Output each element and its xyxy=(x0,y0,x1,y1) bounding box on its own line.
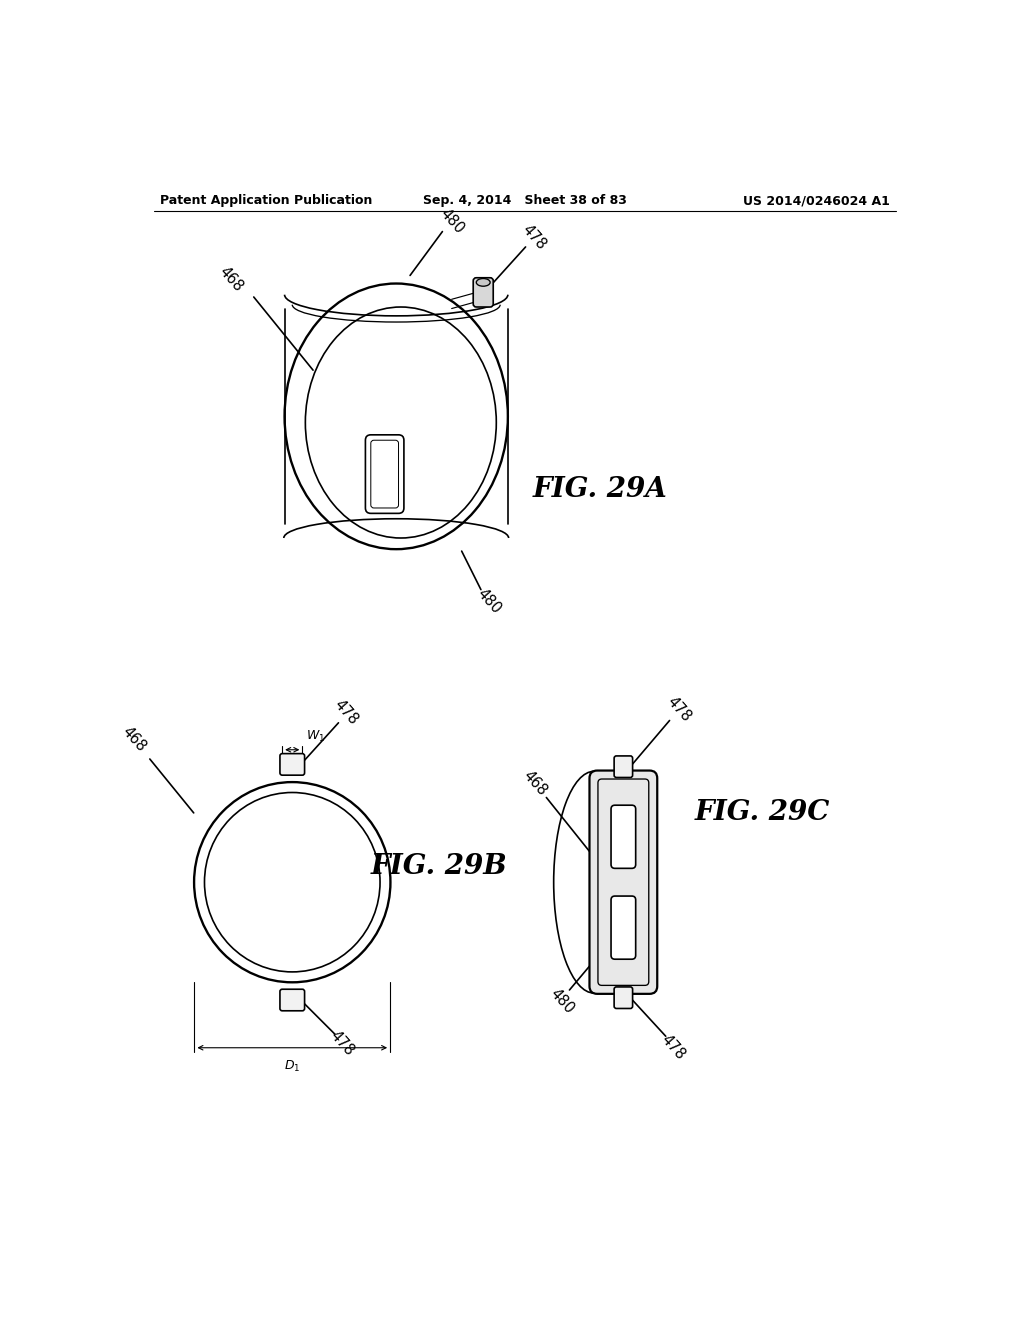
Text: FIG. 29C: FIG. 29C xyxy=(694,800,829,826)
Text: $D_{1}$: $D_{1}$ xyxy=(284,1059,300,1073)
FancyBboxPatch shape xyxy=(611,805,636,869)
Text: 478: 478 xyxy=(331,697,361,729)
FancyBboxPatch shape xyxy=(280,754,304,775)
Text: 468: 468 xyxy=(120,725,150,755)
Text: 478: 478 xyxy=(328,1028,357,1059)
Text: FIG. 29B: FIG. 29B xyxy=(371,853,507,880)
Text: 478: 478 xyxy=(519,222,549,253)
FancyBboxPatch shape xyxy=(280,989,304,1011)
Text: 468: 468 xyxy=(216,264,246,294)
FancyBboxPatch shape xyxy=(614,987,633,1008)
Text: $W_{1}$: $W_{1}$ xyxy=(306,729,326,743)
Ellipse shape xyxy=(476,279,490,286)
Text: 480: 480 xyxy=(547,986,577,1016)
FancyBboxPatch shape xyxy=(611,896,636,960)
FancyBboxPatch shape xyxy=(473,277,494,308)
Text: 468: 468 xyxy=(520,768,550,799)
Text: 478: 478 xyxy=(664,693,693,725)
FancyBboxPatch shape xyxy=(614,756,633,777)
Text: 480: 480 xyxy=(437,206,467,236)
FancyBboxPatch shape xyxy=(590,771,657,994)
Text: 478: 478 xyxy=(658,1032,688,1063)
Text: FIG. 29A: FIG. 29A xyxy=(532,477,668,503)
Text: Patent Application Publication: Patent Application Publication xyxy=(160,194,372,207)
Text: 480: 480 xyxy=(474,586,504,616)
Text: US 2014/0246024 A1: US 2014/0246024 A1 xyxy=(742,194,890,207)
Text: Sep. 4, 2014   Sheet 38 of 83: Sep. 4, 2014 Sheet 38 of 83 xyxy=(423,194,627,207)
